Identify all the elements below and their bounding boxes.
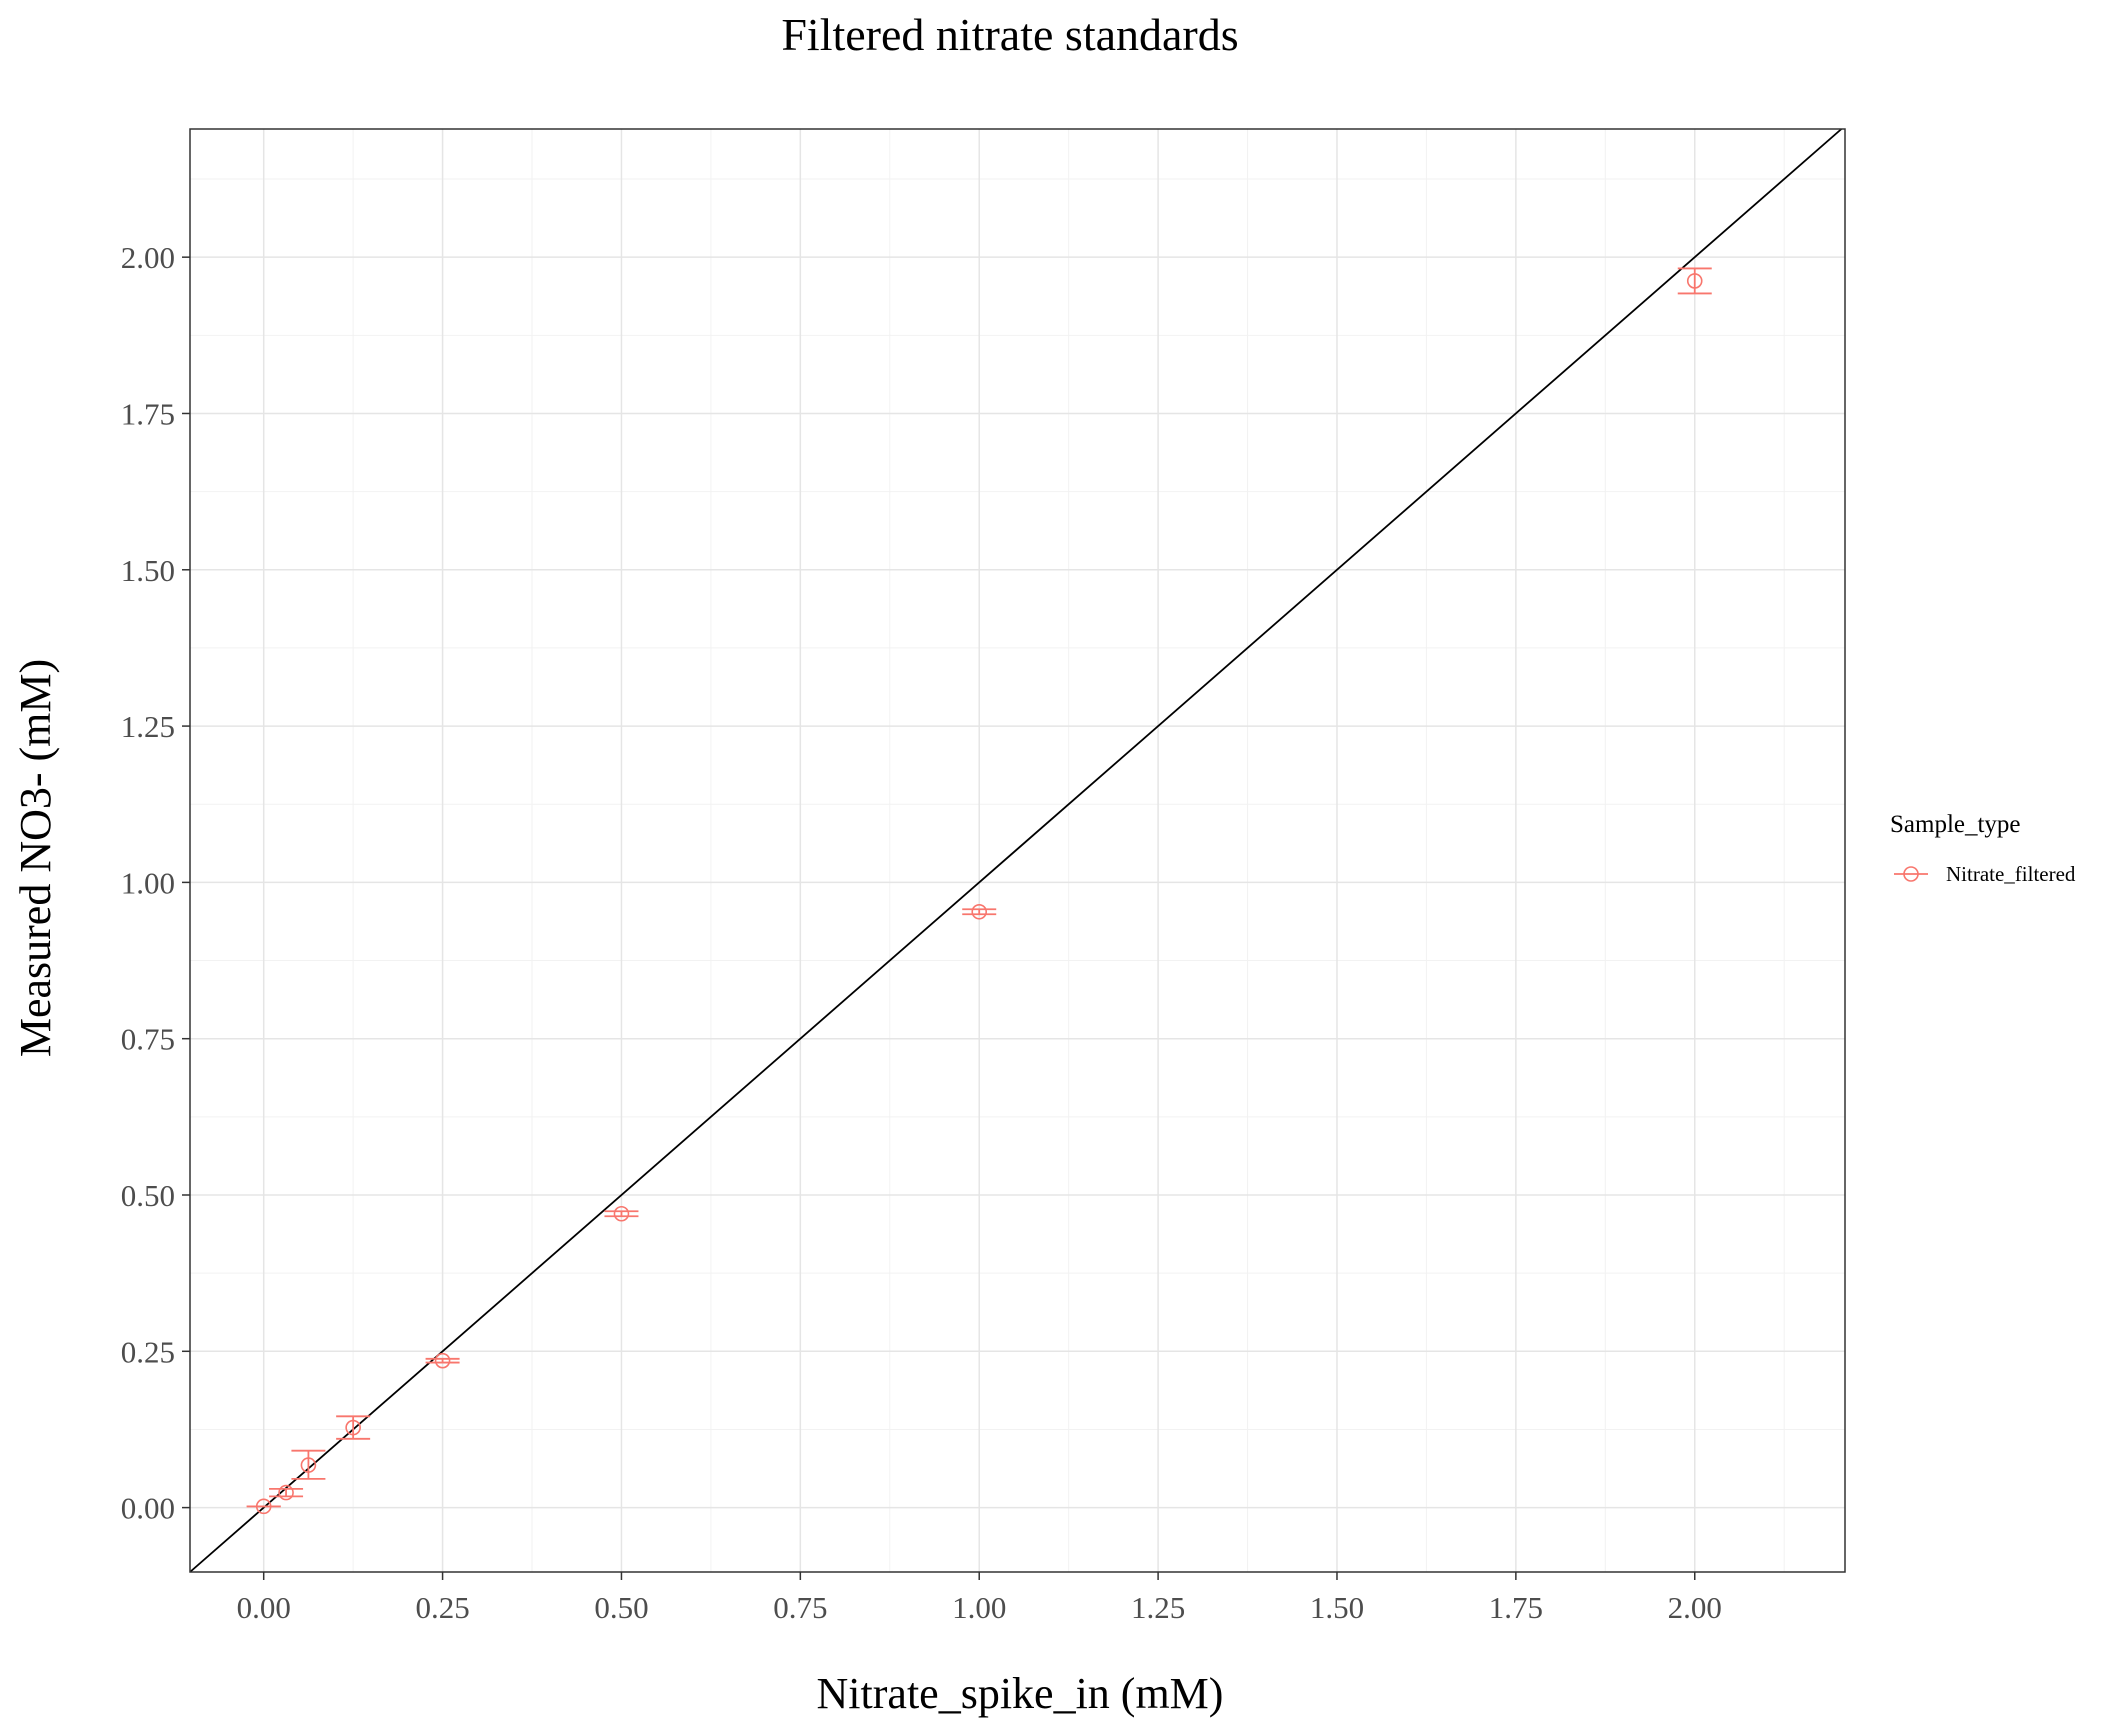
- plot-panel-border: [189, 128, 1846, 1573]
- x-tick-label: 0.00: [237, 1590, 291, 1625]
- legend-entry: Nitrate_filtered: [1894, 862, 2076, 886]
- reference-line-layer: [189, 128, 1843, 1573]
- y-tick-label: 1.75: [121, 396, 175, 431]
- data-point: [291, 1449, 326, 1480]
- reference-line: [189, 128, 1843, 1573]
- x-tick-label: 1.50: [1310, 1590, 1364, 1625]
- point-marker: [255, 1498, 272, 1515]
- legend-entries: Nitrate_filtered: [1894, 862, 2076, 886]
- legend-entry-label: Nitrate_filtered: [1946, 862, 2076, 886]
- y-tick-label: 1.50: [121, 553, 175, 588]
- x-tick-label: 1.25: [1131, 1590, 1185, 1625]
- data-point: [425, 1352, 460, 1369]
- grid-layer: [190, 129, 1845, 1572]
- y-tick-label: 1.25: [121, 709, 175, 744]
- data-point: [336, 1415, 371, 1440]
- x-tick-label: 0.75: [773, 1590, 827, 1625]
- point-marker: [434, 1352, 451, 1369]
- data-point: [246, 1498, 281, 1515]
- chart-title: Filtered nitrate standards: [781, 9, 1238, 60]
- x-tick-label: 0.25: [415, 1590, 469, 1625]
- y-tick-label: 0.25: [121, 1334, 175, 1369]
- x-tick-label: 0.50: [594, 1590, 648, 1625]
- x-axis-title: Nitrate_spike_in (mM): [817, 1669, 1224, 1718]
- point-marker: [345, 1419, 361, 1436]
- series-layer: [246, 267, 1712, 1515]
- axis-layer: 0.00 0.25 0.50 0.75 1.00 1.25 1.50 1.75 2.00 0.00…: [121, 240, 1722, 1625]
- point-marker: [300, 1457, 317, 1473]
- legend-title: Sample_type: [1890, 811, 2021, 838]
- y-tick-label: 1.00: [121, 865, 175, 900]
- point-marker: [278, 1484, 294, 1501]
- data-point: [269, 1484, 304, 1501]
- y-tick-label: 0.75: [121, 1022, 175, 1057]
- legend: Sample_type Nitrate_filtered: [1890, 811, 2076, 886]
- y-tick-label: 2.00: [121, 240, 175, 275]
- y-tick-label: 0.50: [121, 1178, 175, 1213]
- x-tick-label: 2.00: [1668, 1590, 1722, 1625]
- point-marker: [1686, 273, 1703, 289]
- data-point: [962, 903, 997, 920]
- x-tick-label: 1.75: [1489, 1590, 1543, 1625]
- point-marker: [613, 1205, 630, 1222]
- y-axis-title: Measured NO3- (mM): [11, 659, 60, 1057]
- point-marker: [971, 903, 988, 920]
- data-point: [1677, 267, 1712, 295]
- data-point: [604, 1205, 639, 1222]
- y-tick-label: 0.00: [121, 1491, 175, 1526]
- legend-key-marker: [1903, 866, 1919, 882]
- x-tick-label: 1.00: [952, 1590, 1006, 1625]
